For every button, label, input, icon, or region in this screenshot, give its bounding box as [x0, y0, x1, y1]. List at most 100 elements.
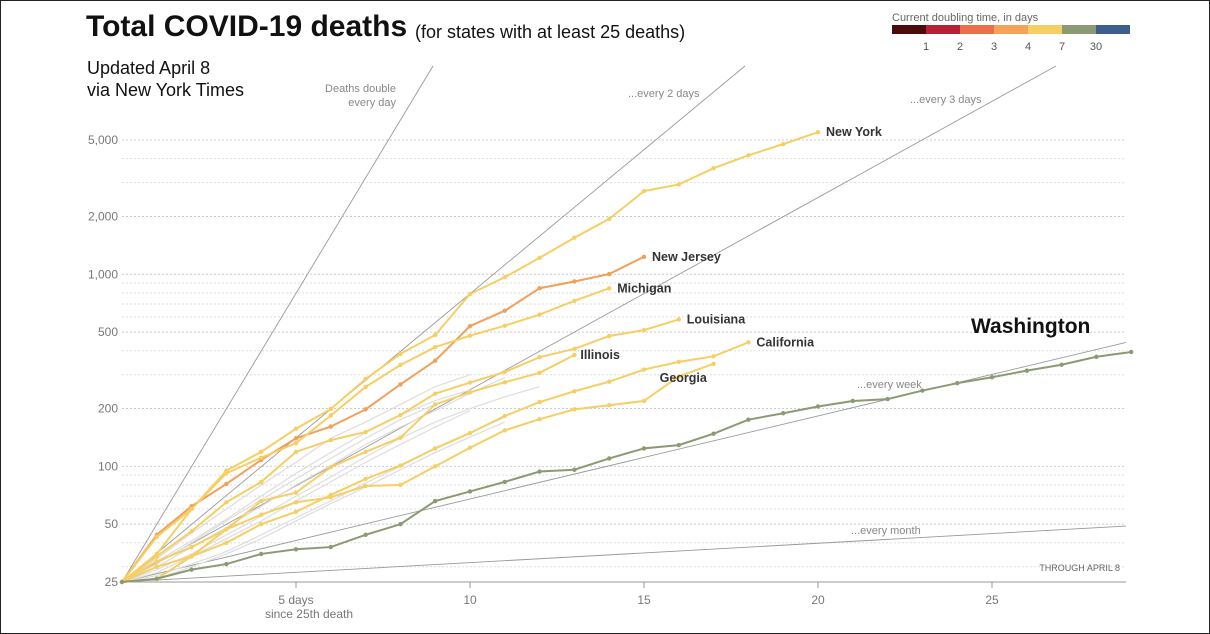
doubling-guide-label: every day: [348, 97, 396, 109]
series-label: Illinois: [580, 348, 620, 362]
doubling-guide-line: [121, 342, 1127, 583]
x-tick-label: 5 days: [278, 593, 313, 607]
data-point: [363, 532, 368, 538]
x-tick-label: 10: [463, 593, 477, 607]
data-point: [433, 358, 438, 363]
legend-swatch: [1096, 25, 1130, 34]
data-point: [711, 431, 716, 436]
data-point: [154, 559, 159, 564]
data-point: [363, 476, 368, 482]
series-line-illinois: [121, 354, 575, 583]
data-point: [467, 323, 473, 329]
data-point: [189, 506, 194, 512]
data-point: [259, 479, 264, 485]
data-point: [641, 254, 647, 260]
series-line-georgia: [121, 362, 714, 583]
data-point: [607, 403, 612, 408]
data-point: [398, 412, 403, 418]
background-state-line: [121, 386, 540, 583]
data-point: [433, 498, 438, 504]
data-point: [224, 527, 229, 532]
legend-title: Current doubling time, in days: [892, 12, 1039, 24]
data-point: [607, 286, 612, 291]
data-point: [502, 369, 507, 375]
data-point: [607, 216, 612, 222]
data-point: [815, 130, 821, 135]
data-point: [189, 567, 194, 572]
data-point: [224, 561, 229, 567]
data-point: [537, 355, 542, 360]
data-point: [433, 402, 438, 407]
data-point: [607, 379, 612, 384]
data-point: [293, 500, 299, 505]
data-point: [328, 406, 333, 412]
data-point: [259, 521, 264, 527]
data-point: [537, 370, 542, 375]
data-point: [328, 424, 333, 429]
data-point: [502, 413, 507, 419]
legend-tick-label: 3: [990, 41, 998, 53]
data-point: [676, 182, 681, 187]
data-point: [676, 317, 681, 322]
series-line-washington: [121, 350, 1132, 583]
doubling-guide-line: [121, 65, 434, 583]
data-point: [850, 398, 855, 404]
data-point: [328, 495, 333, 500]
y-tick-label: 2,000: [88, 209, 118, 223]
series-label: New York: [826, 125, 882, 139]
data-point: [398, 521, 403, 527]
data-point: [502, 323, 507, 328]
data-point: [989, 375, 995, 380]
data-point: [154, 554, 159, 559]
data-point: [398, 382, 403, 387]
data-point: [119, 579, 125, 585]
data-point: [1024, 368, 1030, 373]
data-point: [711, 166, 716, 171]
y-tick-label: 500: [98, 325, 118, 339]
doubling-guide-label: ...every 3 days: [910, 94, 982, 106]
data-point: [537, 255, 542, 261]
data-point: [537, 399, 542, 405]
x-tick-label: 25: [985, 593, 999, 607]
data-point: [572, 352, 577, 358]
data-point: [259, 512, 264, 517]
data-point: [398, 482, 403, 488]
y-tick-label: 100: [98, 459, 118, 473]
data-point: [572, 279, 577, 284]
data-point: [502, 428, 507, 433]
data-point: [467, 380, 473, 385]
background-state-line: [121, 421, 506, 583]
y-tick-label: 5,000: [88, 133, 118, 147]
data-point: [433, 446, 438, 451]
data-point: [398, 362, 403, 368]
data-point: [502, 275, 507, 280]
updated-note: Updated April 8: [87, 58, 211, 78]
legend-swatch: [1028, 25, 1062, 34]
source-note: via New York Times: [87, 80, 245, 100]
data-point: [293, 440, 299, 446]
background-state-line: [121, 374, 471, 583]
through-date-label: THROUGH APRIL 8: [1039, 563, 1120, 573]
data-point: [1094, 354, 1099, 359]
chart-title: Total COVID-19 deaths: [86, 10, 408, 43]
data-point: [259, 449, 264, 455]
series-label-washington: Washington: [971, 315, 1091, 338]
data-point: [154, 534, 159, 539]
data-point: [363, 407, 368, 412]
x-axis-label: since 25th death: [265, 607, 353, 621]
data-point: [885, 396, 890, 402]
chart-subtitle: (for states with at least 25 deaths): [415, 22, 686, 42]
data-point: [572, 467, 577, 472]
data-point: [293, 509, 299, 514]
data-point: [328, 413, 333, 418]
data-point: [572, 346, 577, 352]
legend-swatch: [1062, 25, 1096, 34]
data-point: [259, 498, 264, 504]
series-line-california: [121, 341, 749, 583]
y-tick-label: 200: [98, 402, 118, 416]
x-tick-label: 20: [811, 593, 825, 607]
legend-tick-label: 2: [956, 41, 964, 53]
doubling-guide-label: ...every week: [857, 379, 922, 391]
series-label: New Jersey: [652, 250, 721, 264]
